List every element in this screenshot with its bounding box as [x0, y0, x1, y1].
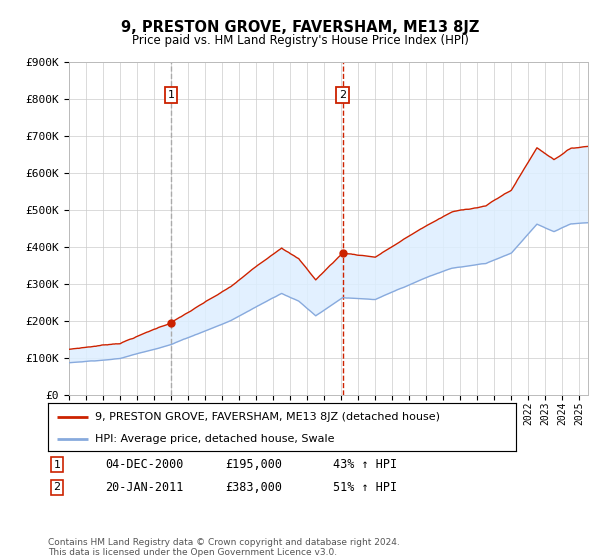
Text: 1: 1	[167, 90, 175, 100]
Text: 9, PRESTON GROVE, FAVERSHAM, ME13 8JZ: 9, PRESTON GROVE, FAVERSHAM, ME13 8JZ	[121, 20, 479, 35]
Text: 51% ↑ HPI: 51% ↑ HPI	[333, 480, 397, 494]
Text: 20-JAN-2011: 20-JAN-2011	[105, 480, 184, 494]
Text: HPI: Average price, detached house, Swale: HPI: Average price, detached house, Swal…	[95, 434, 334, 444]
Text: 2: 2	[339, 90, 346, 100]
Text: £195,000: £195,000	[225, 458, 282, 472]
Text: Contains HM Land Registry data © Crown copyright and database right 2024.
This d: Contains HM Land Registry data © Crown c…	[48, 538, 400, 557]
Text: 43% ↑ HPI: 43% ↑ HPI	[333, 458, 397, 472]
Text: 1: 1	[53, 460, 61, 470]
Text: 04-DEC-2000: 04-DEC-2000	[105, 458, 184, 472]
Text: Price paid vs. HM Land Registry's House Price Index (HPI): Price paid vs. HM Land Registry's House …	[131, 34, 469, 46]
Text: 2: 2	[53, 482, 61, 492]
Text: £383,000: £383,000	[225, 480, 282, 494]
Text: 9, PRESTON GROVE, FAVERSHAM, ME13 8JZ (detached house): 9, PRESTON GROVE, FAVERSHAM, ME13 8JZ (d…	[95, 412, 440, 422]
